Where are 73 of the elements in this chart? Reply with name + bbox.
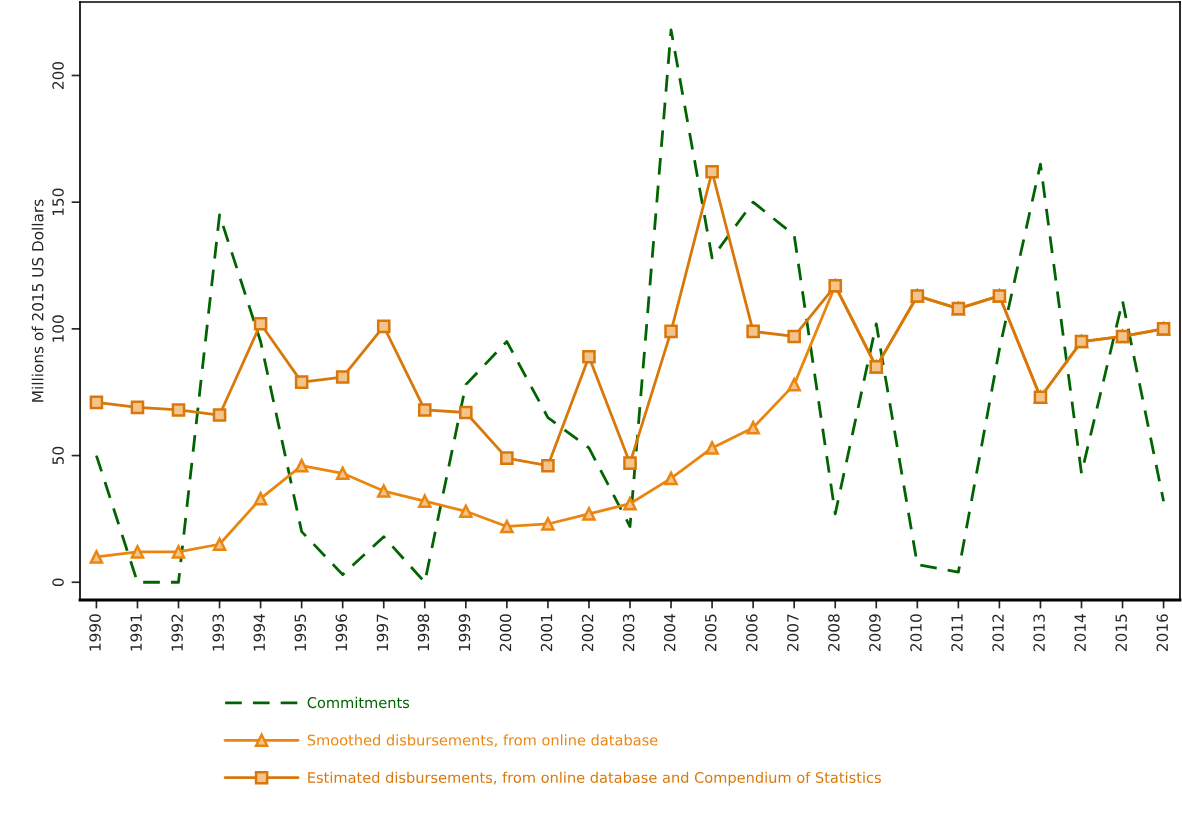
point xyxy=(130,400,145,415)
x-tick-label: 2010 xyxy=(910,614,922,651)
x-tick-label: 2004 xyxy=(663,614,676,651)
point xyxy=(417,494,432,508)
x-tick-label: 2009 xyxy=(869,614,881,651)
text: Commitments xyxy=(307,696,410,709)
point xyxy=(89,550,104,564)
x-tick-label: 2002 xyxy=(581,614,594,651)
point xyxy=(459,504,473,519)
point xyxy=(376,319,391,334)
point xyxy=(705,441,719,455)
point xyxy=(664,324,678,339)
x-tick-label: 2011 xyxy=(951,614,963,651)
point xyxy=(746,420,760,435)
point xyxy=(294,458,309,473)
point xyxy=(582,349,596,364)
x-tick-label: 2007 xyxy=(787,614,799,651)
x-tick-label: 1991 xyxy=(130,614,142,651)
x-tick-label: 2005 xyxy=(704,614,717,651)
point xyxy=(664,471,678,486)
point xyxy=(171,545,186,559)
x-tick-label: 2013 xyxy=(1033,614,1045,651)
point xyxy=(335,466,350,481)
x-tick-label: 1993 xyxy=(212,614,224,651)
x-tick-label: 1999 xyxy=(458,614,471,651)
y-axis-title: Millions of 2015 US Dollars xyxy=(31,199,44,402)
point xyxy=(335,370,350,384)
point xyxy=(623,456,637,470)
x-tick-label: 1997 xyxy=(376,614,389,651)
point xyxy=(787,329,801,344)
x-tick-label: 2014 xyxy=(1074,614,1086,651)
x-tick-label: 1996 xyxy=(335,614,348,651)
x-tick-label: 2016 xyxy=(1156,614,1169,651)
point xyxy=(500,519,514,534)
x-tick-label: 2001 xyxy=(540,614,553,651)
x-tick-label: 2012 xyxy=(992,614,1004,651)
point xyxy=(171,403,186,417)
point xyxy=(253,317,268,331)
point xyxy=(459,405,473,420)
y-tick-label: 50 xyxy=(52,446,64,465)
x-tick-label: 1994 xyxy=(253,614,266,651)
x-tick-label: 1990 xyxy=(89,614,101,651)
x-tick-label: 1992 xyxy=(171,614,183,651)
text: Smoothed disbursements, from online database xyxy=(307,734,658,748)
point xyxy=(500,451,514,465)
text: Estimated disbursements, from online database and Compendium of Statistics xyxy=(308,771,881,786)
x-tick-label: 2003 xyxy=(622,614,635,651)
x-tick-label: 2008 xyxy=(828,614,840,651)
x-tick-label: 1995 xyxy=(294,614,307,651)
y-tick-label: 200 xyxy=(52,61,64,89)
point xyxy=(212,537,227,552)
point xyxy=(623,496,637,511)
point xyxy=(541,517,555,531)
y-tick-label: 0 xyxy=(52,578,64,587)
x-tick-label: 1998 xyxy=(417,614,430,651)
x-tick-label: 2006 xyxy=(746,614,758,651)
y-tick-label: 100 xyxy=(52,315,64,342)
point xyxy=(89,395,104,410)
point xyxy=(417,403,432,417)
point xyxy=(376,484,391,498)
point xyxy=(294,375,309,389)
point xyxy=(130,545,145,559)
x-tick-label: 2015 xyxy=(1115,614,1127,651)
point xyxy=(746,324,760,339)
point xyxy=(212,408,227,422)
point xyxy=(253,491,268,506)
point xyxy=(787,377,801,392)
point xyxy=(705,164,719,179)
point xyxy=(582,507,596,521)
line-series xyxy=(95,28,1165,584)
x-tick-label: 2000 xyxy=(499,614,512,651)
point xyxy=(541,458,555,473)
y-tick-label: 150 xyxy=(52,188,64,216)
